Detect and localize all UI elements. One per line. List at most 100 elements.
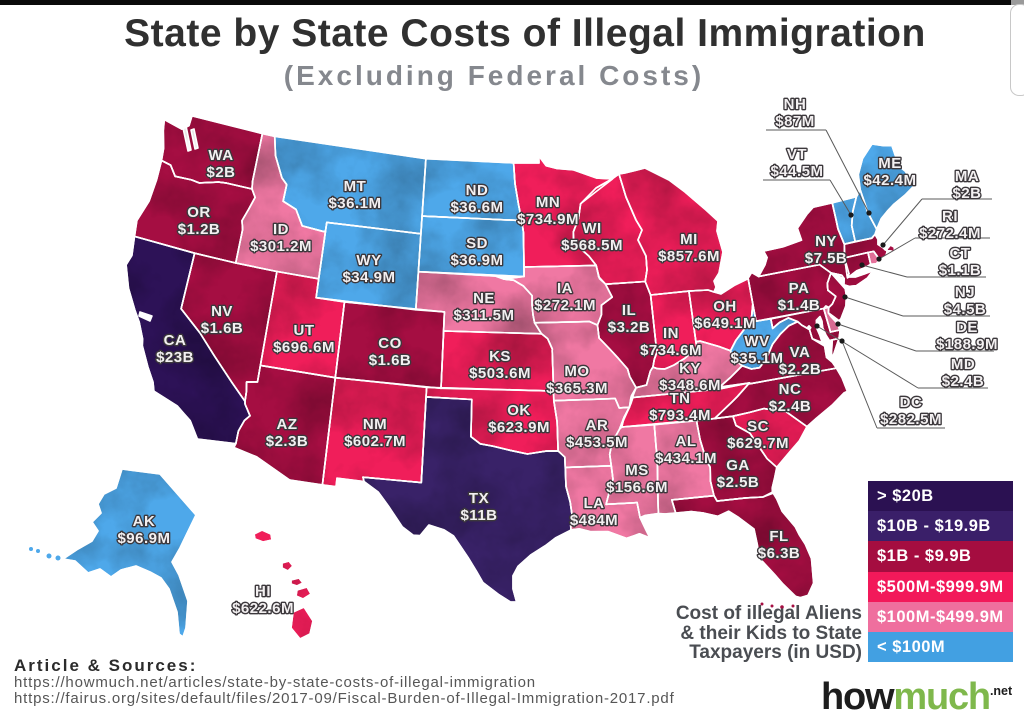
svg-text:IL: IL <box>622 302 636 319</box>
svg-text:$4.5B: $4.5B <box>944 301 987 318</box>
svg-text:AK: AK <box>133 513 156 530</box>
svg-text:$696.6M: $696.6M <box>273 339 335 356</box>
svg-text:IN: IN <box>663 325 679 342</box>
svg-text:ID: ID <box>273 221 289 238</box>
svg-text:$568.5M: $568.5M <box>561 237 623 254</box>
svg-text:$348.6M: $348.6M <box>659 377 721 394</box>
svg-text:MN: MN <box>536 194 560 211</box>
svg-text:CT: CT <box>950 245 971 262</box>
svg-text:AL: AL <box>676 433 697 450</box>
svg-text:MI: MI <box>680 231 698 248</box>
svg-text:AR: AR <box>586 417 609 434</box>
svg-text:$188.9M: $188.9M <box>936 336 998 353</box>
svg-text:FL: FL <box>769 528 788 545</box>
svg-text:$434.1M: $434.1M <box>655 450 717 467</box>
svg-text:RI: RI <box>942 208 958 225</box>
svg-text:DE: DE <box>956 319 978 336</box>
svg-text:WI: WI <box>582 220 601 237</box>
svg-text:WY: WY <box>356 252 381 269</box>
svg-text:$3.2B: $3.2B <box>608 319 651 336</box>
svg-text:$484M: $484M <box>570 512 618 529</box>
svg-text:$6.3B: $6.3B <box>758 545 801 562</box>
svg-text:$1.6B: $1.6B <box>201 320 244 337</box>
svg-text:$301.2M: $301.2M <box>250 238 312 255</box>
svg-text:$2.3B: $2.3B <box>266 433 309 450</box>
svg-text:GA: GA <box>726 457 750 474</box>
svg-text:IA: IA <box>557 280 573 297</box>
svg-text:$857.6M: $857.6M <box>658 248 720 265</box>
svg-text:$793.4M: $793.4M <box>649 407 711 424</box>
svg-text:$365.3M: $365.3M <box>546 380 608 397</box>
svg-text:$602.7M: $602.7M <box>344 433 406 450</box>
svg-text:$734.9M: $734.9M <box>517 211 579 228</box>
svg-text:$156.6M: $156.6M <box>606 479 668 496</box>
svg-text:$272.4M: $272.4M <box>919 225 981 242</box>
svg-text:HI: HI <box>255 583 271 600</box>
svg-text:DC: DC <box>900 394 923 411</box>
svg-text:WV: WV <box>744 333 769 350</box>
svg-text:ME: ME <box>878 155 902 172</box>
svg-text:$734.6M: $734.6M <box>640 342 702 359</box>
svg-text:$96.9M: $96.9M <box>117 530 170 547</box>
svg-text:WA: WA <box>208 147 233 164</box>
svg-text:$2.5B: $2.5B <box>717 474 760 491</box>
svg-text:ND: ND <box>466 182 489 199</box>
svg-text:$87M: $87M <box>775 113 815 130</box>
svg-text:OH: OH <box>713 298 737 315</box>
svg-text:NE: NE <box>473 290 495 307</box>
svg-text:NJ: NJ <box>955 284 975 301</box>
svg-text:$2.2B: $2.2B <box>779 361 822 378</box>
svg-text:$1.4B: $1.4B <box>778 297 821 314</box>
svg-text:PA: PA <box>789 280 810 297</box>
svg-text:VA: VA <box>790 344 811 361</box>
svg-text:CO: CO <box>378 335 402 352</box>
svg-text:NV: NV <box>211 303 233 320</box>
svg-text:NH: NH <box>784 96 807 113</box>
svg-text:MS: MS <box>625 462 649 479</box>
svg-text:TX: TX <box>469 490 489 507</box>
svg-text:$649.1M: $649.1M <box>694 315 756 332</box>
svg-text:$453.5M: $453.5M <box>566 434 628 451</box>
svg-text:$311.5M: $311.5M <box>453 307 514 324</box>
svg-text:KY: KY <box>679 360 701 377</box>
svg-text:NC: NC <box>779 381 802 398</box>
svg-text:$1.2B: $1.2B <box>178 221 221 238</box>
svg-text:CA: CA <box>164 332 187 349</box>
svg-text:$503.6M: $503.6M <box>469 365 531 382</box>
svg-text:$2.4B: $2.4B <box>769 398 812 415</box>
svg-text:MO: MO <box>564 363 589 380</box>
svg-text:$1.1B: $1.1B <box>939 262 982 279</box>
svg-text:$623.9M: $623.9M <box>488 419 550 436</box>
svg-text:$2B: $2B <box>206 164 235 181</box>
svg-text:MA: MA <box>955 168 979 185</box>
svg-text:$2B: $2B <box>952 185 981 202</box>
svg-text:$36.9M: $36.9M <box>450 252 503 269</box>
svg-text:$35.1M: $35.1M <box>730 350 783 367</box>
svg-text:UT: UT <box>294 322 315 339</box>
svg-text:SC: SC <box>747 418 769 435</box>
svg-text:KS: KS <box>489 348 511 365</box>
svg-text:$7.5B: $7.5B <box>805 250 848 267</box>
svg-text:AZ: AZ <box>277 416 298 433</box>
svg-text:$272.1M: $272.1M <box>534 297 596 314</box>
svg-text:NY: NY <box>815 233 837 250</box>
svg-text:$44.5M: $44.5M <box>770 163 823 180</box>
svg-text:$1.6B: $1.6B <box>369 352 412 369</box>
svg-text:$36.6M: $36.6M <box>450 199 503 216</box>
svg-text:NM: NM <box>363 416 387 433</box>
svg-text:$11B: $11B <box>460 507 497 524</box>
svg-text:OK: OK <box>507 402 531 419</box>
svg-text:$42.4M: $42.4M <box>863 172 916 189</box>
svg-text:OR: OR <box>187 204 211 221</box>
svg-text:$2.4B: $2.4B <box>942 373 985 390</box>
svg-text:MT: MT <box>344 178 367 195</box>
svg-text:$282.5M: $282.5M <box>880 411 942 428</box>
svg-text:$629.7M: $629.7M <box>727 435 789 452</box>
svg-text:VT: VT <box>787 146 807 163</box>
svg-text:MD: MD <box>951 356 975 373</box>
svg-text:$34.9M: $34.9M <box>342 269 395 286</box>
svg-text:SD: SD <box>466 235 488 252</box>
svg-text:LA: LA <box>584 495 605 512</box>
svg-text:TN: TN <box>670 390 691 407</box>
svg-text:$36.1M: $36.1M <box>328 195 381 212</box>
